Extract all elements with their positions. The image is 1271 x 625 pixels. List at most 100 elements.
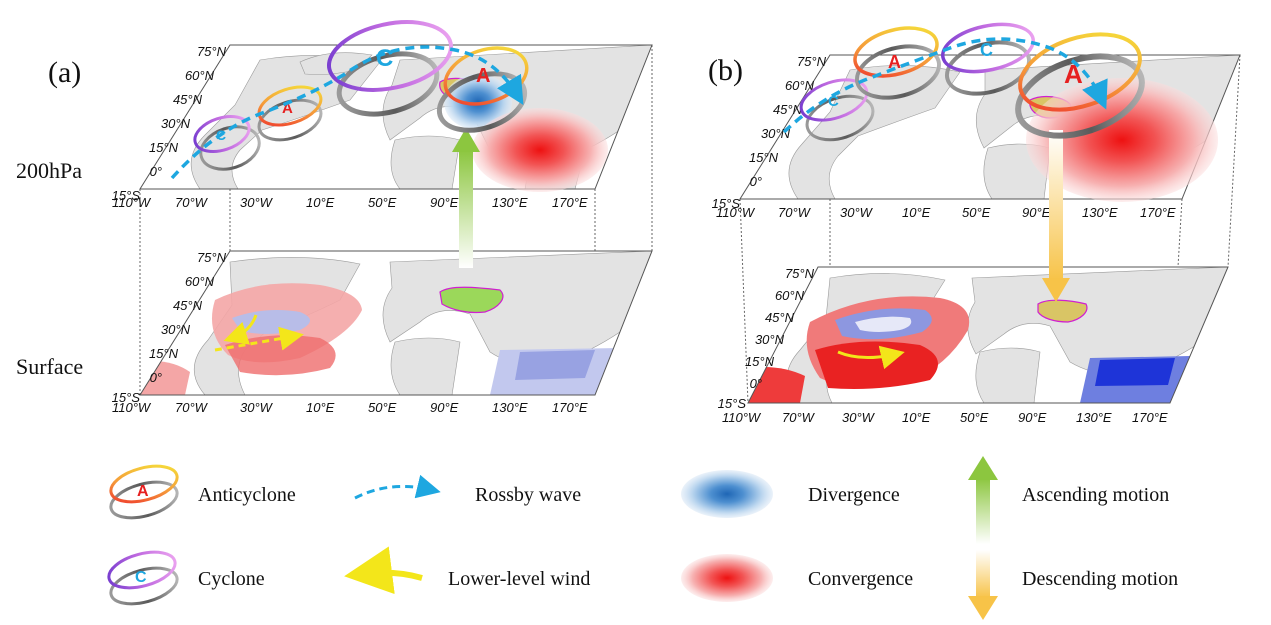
panel-a: (a) 200hPa Surface: [16, 20, 653, 415]
lon-tick-label: 90°E: [430, 400, 459, 415]
lat-tick-label: 60°N: [185, 274, 215, 289]
anticyclone-atlantic: A: [853, 26, 942, 100]
legend-anticyclone-label: Anticyclone: [198, 484, 296, 506]
anticyclone-letter: A: [282, 100, 293, 117]
anticyclone-letter: A: [888, 52, 901, 72]
lon-tick-label: 50°E: [962, 205, 991, 220]
lon-tick-label: 90°E: [1022, 205, 1051, 220]
lon-tick-label: 70°W: [175, 400, 209, 415]
lon-tick-label: 10°E: [902, 410, 931, 425]
panel-a-lower-lon-ticks: 110°W 70°W 30°W 10°E 50°E 90°E 130°E 170…: [112, 400, 588, 415]
lat-tick-label: 75°N: [785, 266, 815, 281]
cyclone-europe: C: [326, 20, 454, 117]
lat-tick-label: 60°N: [185, 68, 215, 83]
panel-a-upper-level-label: 200hPa: [16, 158, 82, 183]
panel-a-upper-frame: [139, 44, 653, 190]
lon-tick-label: 90°E: [430, 195, 459, 210]
panel-b-lower-lon-ticks: 110°W 70°W 30°W 10°E 50°E 90°E 130°E 170…: [722, 410, 1168, 425]
lat-tick-label: 15°S: [112, 188, 141, 203]
lat-tick-label: 30°N: [761, 126, 791, 141]
lon-tick-label: 170°E: [1132, 410, 1168, 425]
lon-tick-label: 50°E: [368, 195, 397, 210]
lon-tick-label: 50°E: [368, 400, 397, 415]
legend-ascending-motion: Ascending motion: [968, 456, 1169, 544]
cyclone-letter: C: [980, 40, 993, 60]
legend-anticyclone: A Anticyclone: [109, 464, 296, 520]
cyclone-letter: C: [828, 93, 839, 110]
divergence-blob: [444, 74, 512, 130]
panel-b-upper-lon-ticks: 110°W 70°W 30°W 10°E 50°E 90°E 130°E 170…: [716, 205, 1176, 220]
lower-level-wind-arrow: [837, 345, 905, 370]
panel-a-lower-level-label: Surface: [16, 354, 83, 379]
anticyclone-central-asia: A: [436, 46, 529, 133]
lat-tick-label: 15°N: [149, 346, 179, 361]
rossby-wave-path: [782, 37, 1108, 134]
lon-tick-label: 70°W: [778, 205, 812, 220]
legend-rossby-wave: Rossby wave: [354, 474, 581, 506]
panel-a-lower-map: [140, 251, 652, 395]
lon-tick-label: 30°W: [842, 410, 876, 425]
lon-tick-label: 10°E: [306, 400, 335, 415]
panel-b: (b): [708, 22, 1241, 425]
panel-b-label: (b): [708, 54, 743, 87]
rossby-wave-path: [170, 45, 524, 180]
lat-tick-label: 15°S: [112, 390, 141, 405]
lon-tick-label: 110°W: [112, 195, 152, 210]
lon-tick-label: 130°E: [1082, 205, 1118, 220]
cyclone-europe: C: [941, 22, 1035, 96]
ascending-motion-arrow: [452, 128, 480, 268]
lon-tick-label: 110°W: [722, 410, 762, 425]
legend-lower-level-wind: Lower-level wind: [344, 546, 590, 595]
legend-convergence: Convergence: [681, 554, 913, 602]
lat-tick-label: 0°: [150, 164, 162, 179]
legend: A Anticyclone C Cyclone Rossby wave Lowe…: [107, 456, 1178, 620]
legend-divergence: Divergence: [681, 470, 900, 518]
lat-tick-label: 0°: [750, 376, 762, 391]
lat-tick-label: 15°S: [712, 196, 741, 211]
panel-b-upper-lat-ticks: 75°N 60°N 45°N 30°N 15°N 0° 15°S: [712, 54, 827, 211]
panel-b-connectors: [739, 54, 1241, 404]
lat-tick-label: 30°N: [755, 332, 785, 347]
panel-a-upper-lon-ticks: 110°W 70°W 30°W 10°E 50°E 90°E 130°E 170…: [112, 195, 588, 210]
panel-b-upper-frame: [739, 54, 1241, 200]
lon-tick-label: 10°E: [306, 195, 335, 210]
lat-tick-label: 15°N: [745, 354, 775, 369]
convergence-blob: [472, 108, 608, 192]
lon-tick-label: 170°E: [552, 400, 588, 415]
lon-tick-label: 90°E: [1018, 410, 1047, 425]
legend-descending-motion-label: Descending motion: [1022, 568, 1178, 590]
cyclone-letter: C: [135, 569, 147, 586]
lat-tick-label: 45°N: [765, 310, 795, 325]
cyclone-north-america: C: [799, 78, 875, 142]
panel-b-lower-frame: [747, 266, 1229, 404]
lat-tick-label: 60°N: [785, 78, 815, 93]
lon-tick-label: 110°W: [716, 205, 756, 220]
lat-tick-label: 45°N: [773, 102, 803, 117]
lon-tick-label: 70°W: [782, 410, 816, 425]
legend-cyclone: C Cyclone: [107, 550, 265, 606]
lat-tick-label: 15°N: [749, 150, 779, 165]
lon-tick-label: 130°E: [1076, 410, 1112, 425]
lat-tick-label: 0°: [750, 174, 762, 189]
lon-tick-label: 130°E: [492, 195, 528, 210]
legend-lower-level-wind-label: Lower-level wind: [448, 568, 590, 590]
lat-tick-label: 45°N: [173, 92, 203, 107]
lat-tick-label: 30°N: [161, 322, 191, 337]
lat-tick-label: 45°N: [173, 298, 203, 313]
lat-tick-label: 0°: [150, 370, 162, 385]
lon-tick-label: 10°E: [902, 205, 931, 220]
anticyclone-letter: A: [476, 65, 490, 87]
lower-level-wind-arrow: [223, 314, 258, 345]
legend-ascending-motion-label: Ascending motion: [1022, 484, 1169, 506]
lon-tick-label: 110°W: [112, 400, 152, 415]
legend-divergence-label: Divergence: [808, 484, 900, 506]
lon-tick-label: 130°E: [492, 400, 528, 415]
lon-tick-label: 30°W: [240, 195, 274, 210]
legend-convergence-label: Convergence: [808, 568, 913, 590]
panel-a-label: (a): [48, 56, 81, 89]
lon-tick-label: 70°W: [175, 195, 209, 210]
lower-level-wind-arrow: [214, 326, 304, 352]
lat-tick-label: 15°S: [718, 396, 747, 411]
descending-motion-arrow: [1042, 130, 1070, 302]
